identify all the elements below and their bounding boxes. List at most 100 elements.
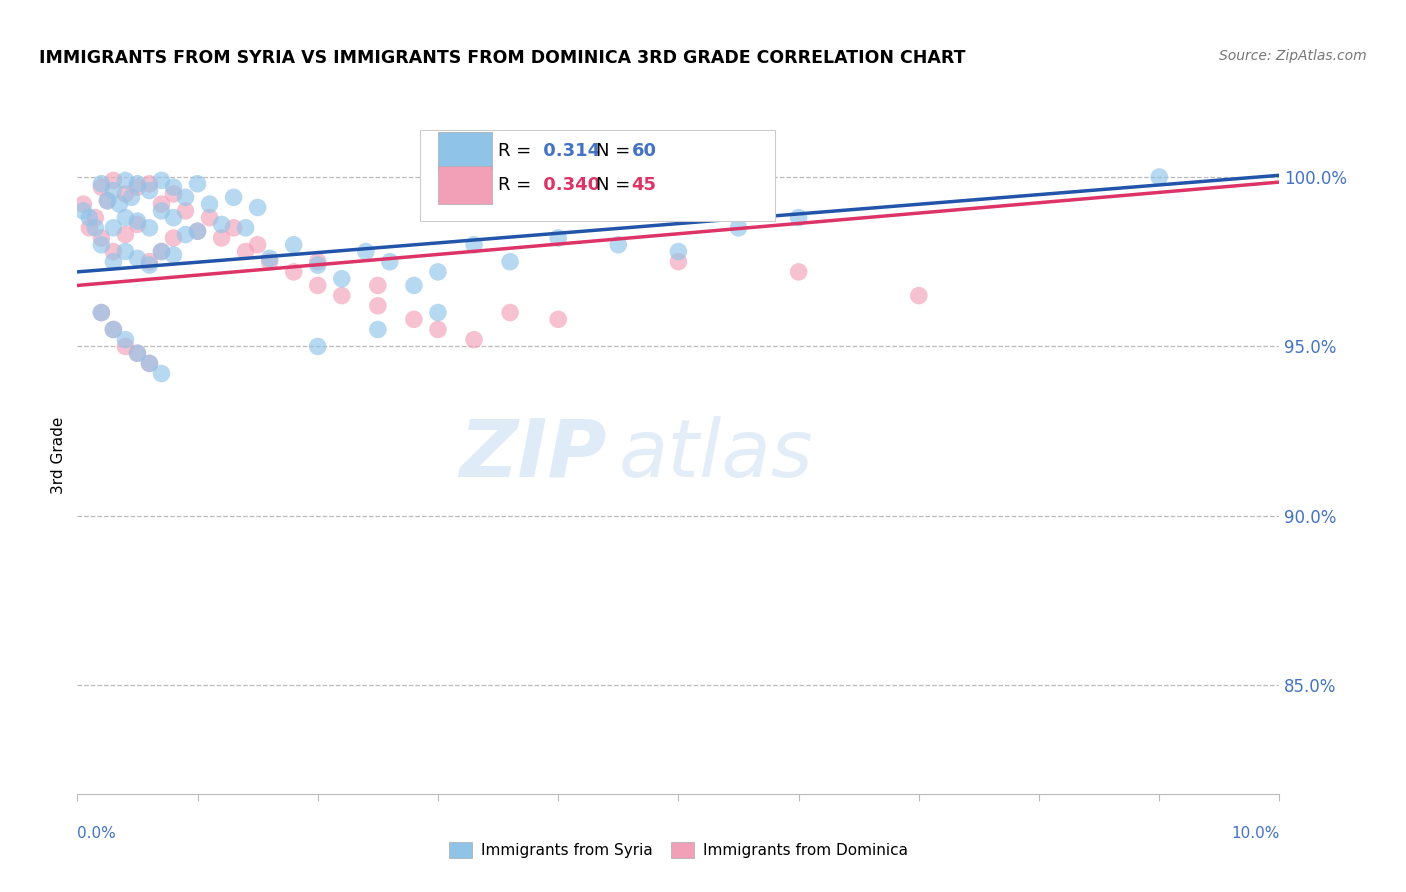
Point — [150, 367, 173, 381]
Point — [499, 254, 522, 268]
Text: 0.314: 0.314 — [537, 142, 600, 160]
Text: N =: N = — [596, 176, 637, 194]
Point — [90, 237, 112, 252]
Point — [367, 278, 389, 293]
Text: ZIP: ZIP — [458, 416, 606, 494]
Y-axis label: 3rd Grade: 3rd Grade — [51, 417, 66, 493]
Point — [127, 346, 149, 360]
Point — [307, 339, 329, 353]
Point — [499, 305, 522, 319]
Point — [127, 252, 149, 266]
Point — [103, 173, 125, 187]
Point — [246, 201, 269, 215]
Point — [90, 177, 112, 191]
Point — [108, 197, 131, 211]
Point — [90, 305, 112, 319]
Point — [235, 220, 257, 235]
Text: N =: N = — [596, 142, 637, 160]
Point — [427, 305, 450, 319]
Point — [259, 254, 281, 268]
Text: R =: R = — [498, 176, 537, 194]
Point — [127, 218, 149, 232]
Point — [103, 184, 125, 198]
Point — [162, 180, 184, 194]
Point — [174, 227, 197, 242]
Point — [222, 190, 245, 204]
Point — [114, 211, 136, 225]
Point — [138, 177, 160, 191]
Point — [607, 237, 630, 252]
Point — [90, 180, 112, 194]
Point — [668, 244, 690, 259]
Point — [103, 244, 125, 259]
Point — [138, 254, 160, 268]
Text: atlas: atlas — [619, 416, 813, 494]
Point — [162, 211, 184, 225]
Point — [283, 237, 305, 252]
Point — [787, 265, 810, 279]
Point — [114, 339, 136, 353]
Point — [79, 220, 101, 235]
Point — [307, 258, 329, 272]
Point — [727, 220, 749, 235]
Point — [330, 271, 353, 285]
Point — [427, 265, 450, 279]
Point — [211, 231, 233, 245]
Point — [211, 218, 233, 232]
Point — [138, 356, 160, 370]
Point — [367, 322, 389, 336]
Point — [187, 224, 209, 238]
Point — [79, 211, 101, 225]
Point — [162, 231, 184, 245]
Point — [787, 211, 810, 225]
Point — [908, 288, 931, 302]
Point — [127, 180, 149, 194]
Point — [427, 322, 450, 336]
FancyBboxPatch shape — [439, 132, 492, 169]
Point — [114, 186, 136, 201]
Point — [96, 194, 118, 208]
Point — [463, 237, 485, 252]
Point — [72, 197, 94, 211]
Point — [307, 254, 329, 268]
Text: 0.340: 0.340 — [537, 176, 600, 194]
Point — [138, 184, 160, 198]
Point — [138, 258, 160, 272]
Point — [402, 278, 425, 293]
Point — [84, 220, 107, 235]
Point — [283, 265, 305, 279]
Point — [103, 220, 125, 235]
Point — [162, 186, 184, 201]
Point — [174, 203, 197, 218]
Point — [463, 333, 485, 347]
Point — [1149, 169, 1171, 184]
Text: 0.0%: 0.0% — [77, 827, 117, 841]
Point — [114, 173, 136, 187]
Text: 60: 60 — [631, 142, 657, 160]
Point — [120, 190, 142, 204]
FancyBboxPatch shape — [420, 129, 775, 221]
Point — [90, 231, 112, 245]
Point — [547, 231, 569, 245]
Text: R =: R = — [498, 142, 537, 160]
Point — [378, 254, 401, 268]
Point — [235, 244, 257, 259]
Point — [103, 322, 125, 336]
Point — [547, 312, 569, 326]
Point — [198, 211, 221, 225]
Point — [127, 214, 149, 228]
Point — [367, 299, 389, 313]
Point — [150, 173, 173, 187]
Point — [90, 305, 112, 319]
Text: IMMIGRANTS FROM SYRIA VS IMMIGRANTS FROM DOMINICA 3RD GRADE CORRELATION CHART: IMMIGRANTS FROM SYRIA VS IMMIGRANTS FROM… — [39, 49, 966, 67]
Point — [307, 278, 329, 293]
Point — [96, 194, 118, 208]
Point — [150, 244, 173, 259]
Text: 45: 45 — [631, 176, 657, 194]
Text: Source: ZipAtlas.com: Source: ZipAtlas.com — [1219, 49, 1367, 63]
Point — [187, 177, 209, 191]
Point — [174, 190, 197, 204]
Point — [354, 244, 377, 259]
Point — [127, 346, 149, 360]
Point — [150, 203, 173, 218]
